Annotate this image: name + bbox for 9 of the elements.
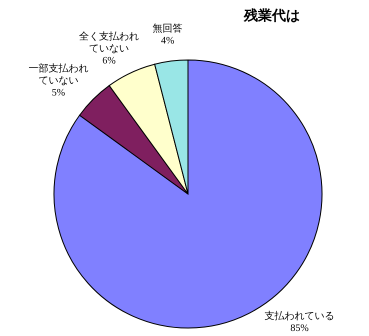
data-label: 4% [161,35,174,46]
chart-title: 残業代は [243,8,300,24]
slice-label: 一部支払われていない [28,62,88,86]
data-label: 85% [290,323,309,334]
data-label: 6% [102,55,116,66]
slice-label: 支払われている [264,310,335,322]
data-label: 5% [52,87,66,98]
slice-label: 無回答 [152,22,183,34]
slice-label: 全く支払われていない [79,30,140,54]
